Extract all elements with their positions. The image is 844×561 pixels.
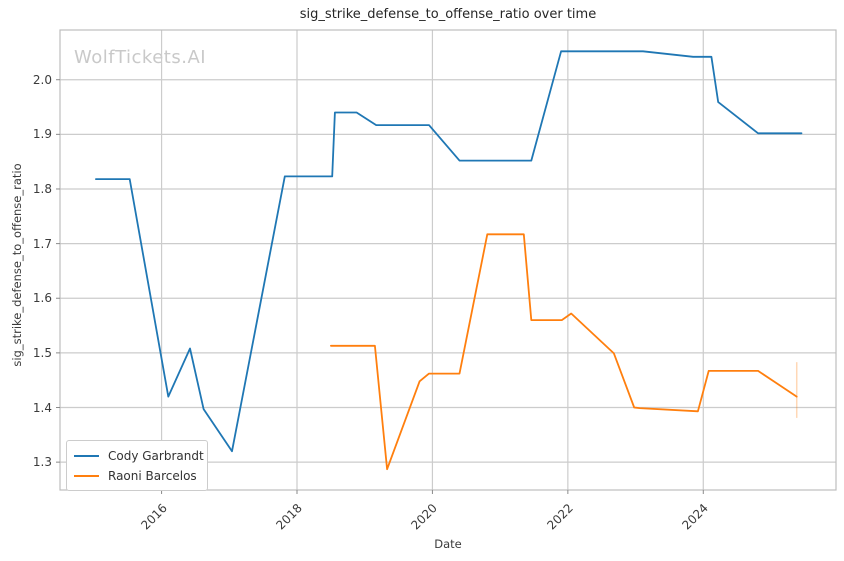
y-tick-label: 1.4	[32, 400, 52, 415]
legend-label: Raoni Barcelos	[108, 468, 197, 483]
series-line-0	[95, 50, 803, 453]
legend: Cody Garbrandt Raoni Barcelos	[66, 440, 208, 491]
y-tick-label: 1.9	[32, 127, 52, 142]
legend-item-raoni-barcelos: Raoni Barcelos	[74, 467, 199, 484]
y-tick-label: 1.6	[32, 291, 52, 306]
y-tick-label: 1.8	[32, 181, 52, 196]
y-tick-label: 1.5	[32, 345, 52, 360]
chart-title: sig_strike_defense_to_offense_ratio over…	[299, 7, 597, 22]
y-tick-label: 1.3	[32, 455, 52, 470]
legend-item-cody-garbrandt: Cody Garbrandt	[74, 447, 204, 464]
y-tick-label: 2.0	[32, 72, 52, 87]
x-axis-label: Date	[434, 537, 462, 551]
legend-label: Cody Garbrandt	[108, 448, 204, 463]
series-line-1	[329, 233, 798, 471]
y-tick-label: 1.7	[32, 236, 52, 251]
legend-line-sample-blue	[74, 454, 99, 457]
plot-border	[59, 29, 837, 491]
legend-line-sample-orange	[74, 474, 99, 477]
watermark: WolfTickets.AI	[74, 47, 207, 68]
